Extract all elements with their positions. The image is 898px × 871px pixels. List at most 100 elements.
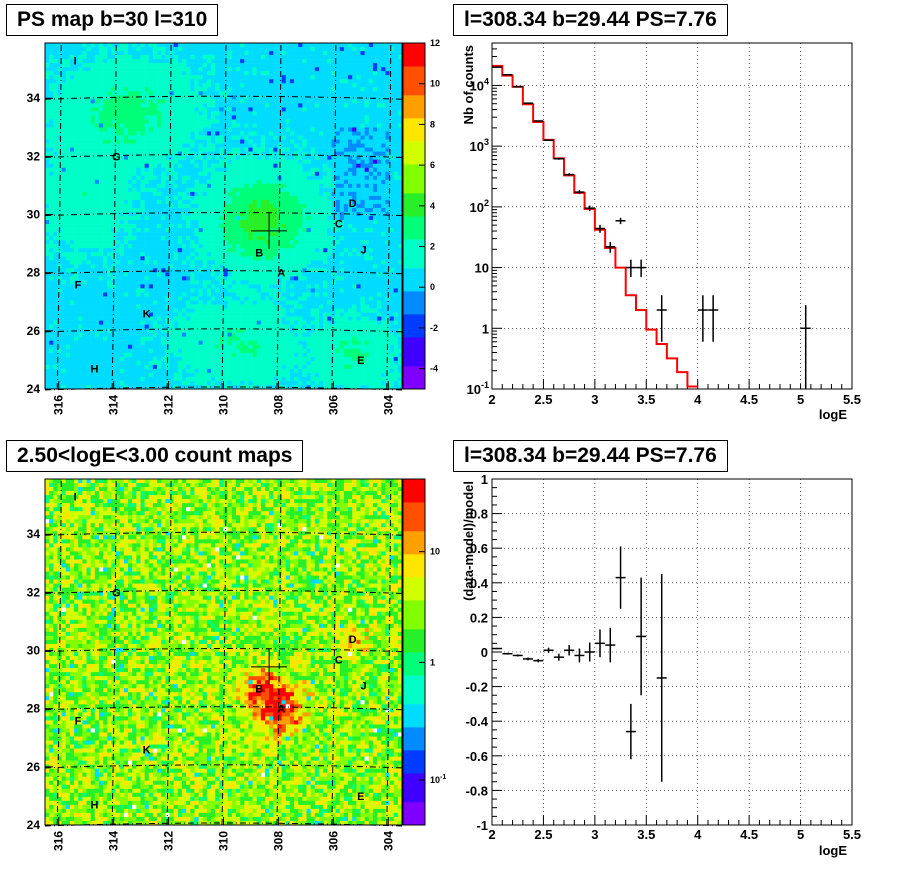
heatmap-cell [215,248,220,253]
heatmap-cell [294,199,299,205]
heatmap-cell [140,179,145,185]
heatmap-cell [90,216,96,221]
heatmap-cell [140,207,145,213]
heatmap-cell [252,67,258,72]
heatmap-cell [252,220,258,225]
heatmap-cell [86,260,91,265]
heatmap-cell [235,244,241,249]
heatmap-cell [389,95,394,100]
heatmap-cell [45,91,50,96]
heatmap-cell [152,163,158,169]
heatmap-cell [206,175,212,181]
heatmap-cell [248,91,253,96]
heatmap-cell [343,248,349,253]
heatmap-cell [381,151,386,156]
heatmap-cell [352,95,357,100]
heatmap-cell [323,248,328,253]
heatmap-cell [327,224,332,229]
heatmap-cell [252,216,258,221]
heatmap-cell [265,272,270,277]
heatmap-cell [107,91,112,96]
heatmap-cell [306,147,311,152]
heatmap-cell [256,195,262,201]
heatmap-cell [260,207,266,213]
heatmap-cell [94,167,100,173]
heatmap-cell [343,163,349,169]
heatmap-cell [198,95,204,100]
heatmap-cell [82,207,87,213]
heatmap-cell [177,171,183,177]
heatmap-cell [269,167,274,173]
heatmap-cell [310,75,316,80]
heatmap-cell [389,224,394,229]
heatmap-cell [128,187,133,193]
heatmap-cell [206,63,212,68]
heatmap-cell [381,203,386,209]
heatmap-cell [123,91,129,96]
heatmap-cell [74,51,79,56]
heatmap-cell [128,51,133,56]
heatmap-cell [152,151,158,156]
heatmap-cell [165,103,170,108]
heatmap-cell [269,139,274,144]
heatmap-cell [248,244,253,249]
heatmap-cell [310,187,316,193]
heatmap-cell [211,67,216,72]
heatmap-cell [397,163,403,169]
heatmap-cell [352,260,357,265]
heatmap-cell [57,276,62,281]
heatmap-cell [49,55,54,60]
heatmap-cell [123,252,129,257]
heatmap-cell [123,59,129,64]
heatmap-cell [289,51,295,56]
heatmap-cell [364,232,370,237]
heatmap-cell [235,115,241,120]
heatmap-cell [298,163,303,169]
heatmap-cell [256,260,262,265]
heatmap-cell [186,79,191,84]
heatmap-cell [372,135,378,140]
heatmap-cell [240,103,245,108]
heatmap-cell [256,183,262,189]
heatmap-cell [231,135,237,140]
heatmap-cell [385,211,390,217]
heatmap-cell [148,119,154,124]
heatmap-cell [318,159,324,164]
heatmap-cell [190,75,195,80]
heatmap-cell [318,91,324,96]
heatmap-cell [132,232,137,237]
heatmap-cell [194,159,199,164]
heatmap-cell [331,163,336,169]
heatmap-cell [389,115,394,120]
heatmap-cell [335,59,341,64]
heatmap-cell [252,236,258,241]
heatmap-cell [368,51,374,56]
heatmap-cell [86,195,91,201]
heatmap-cell [252,63,258,68]
heatmap-cell [343,216,349,221]
heatmap-cell [173,248,179,253]
heatmap-cell [132,91,137,96]
heatmap-cell [202,203,208,209]
heatmap-cell [65,191,71,197]
heatmap-cell [165,175,170,181]
heatmap-cell [240,155,245,160]
heatmap-cell [318,163,324,169]
heatmap-cell [314,55,320,60]
heatmap-cell [123,220,129,225]
heatmap-cell [389,240,394,245]
heatmap-cell [265,220,270,225]
heatmap-cell [231,195,237,201]
heatmap-cell [285,63,291,68]
heatmap-cell [281,240,287,245]
heatmap-cell [381,119,386,124]
heatmap-cell [310,55,316,60]
heatmap-cell [103,75,108,80]
heatmap-cell [65,211,71,217]
heatmap-cell [152,187,158,193]
heatmap-cell [86,199,91,205]
heatmap-cell [111,147,116,152]
heatmap-cell [78,175,83,181]
heatmap-cell [252,175,258,181]
heatmap-cell [368,79,374,84]
